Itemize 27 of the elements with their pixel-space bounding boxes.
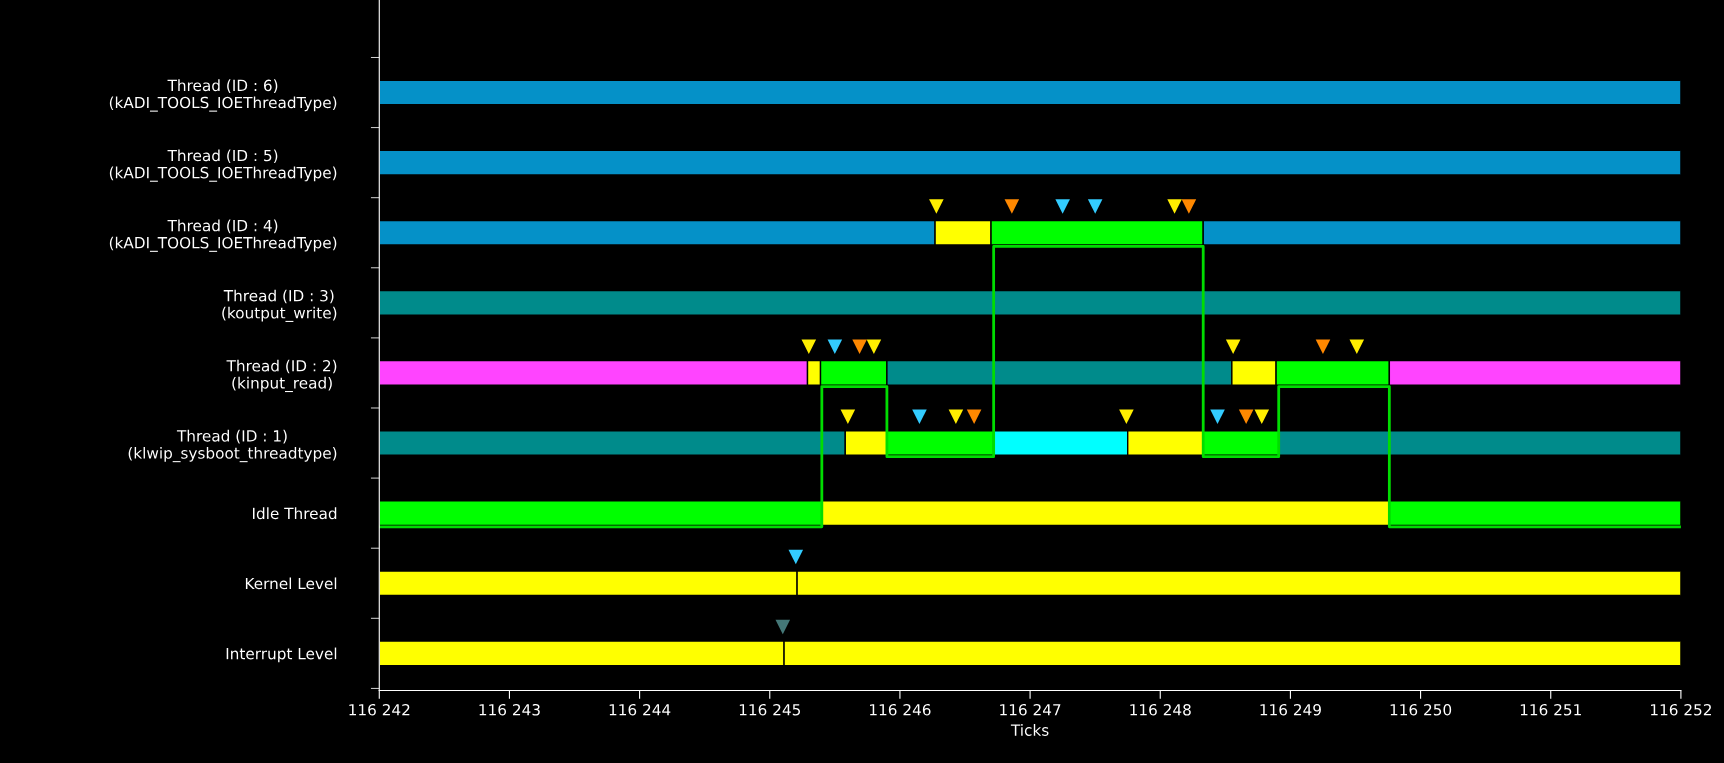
x-axis-title: Ticks [1010,724,1049,736]
y-tick-label: Thread (ID : 3) (koutput_write) [222,289,337,322]
x-tick-label: 116 244 [609,703,671,716]
y-tick-label: Thread (ID : 5) (kADI_TOOLS_IOEThreadType) [109,149,337,182]
y-tick-label: Thread (ID : 2) (kinput_read) [226,359,337,393]
bar [1202,430,1280,457]
bar [379,79,1681,106]
y-tick-label: Interrupt Level [226,647,337,663]
x-tick-label: 116 245 [739,703,801,716]
x-tick-label: 116 247 [1000,703,1061,716]
x-tick-label: 116 246 [870,703,931,716]
x-tick-label: 116 252 [1650,703,1711,716]
y-tick-label: Thread (ID : 6) (kADI_TOOLS_IOEThreadType) [109,79,337,112]
y-tick-label: Idle Thread [252,507,337,520]
bar [886,430,995,457]
x-tick-label: 116 248 [1130,703,1191,716]
x-tick-label: 116 251 [1520,703,1581,716]
x-tick-label: 116 249 [1260,703,1321,716]
x-tick-label: 116 243 [479,703,540,716]
y-tick-label: Thread (ID : 1) (klwip_sysboot_threadtype) [128,429,337,463]
bar [1388,500,1681,527]
x-tick-label: 116 242 [349,703,410,716]
y-tick-label: Thread (ID : 4) (kADI_TOOLS_IOEThreadType) [109,219,337,252]
y-tick-label: Kernel Level [245,577,337,590]
bar [379,149,1681,176]
x-tick-label: 116 250 [1390,703,1452,716]
bar [821,500,1391,527]
